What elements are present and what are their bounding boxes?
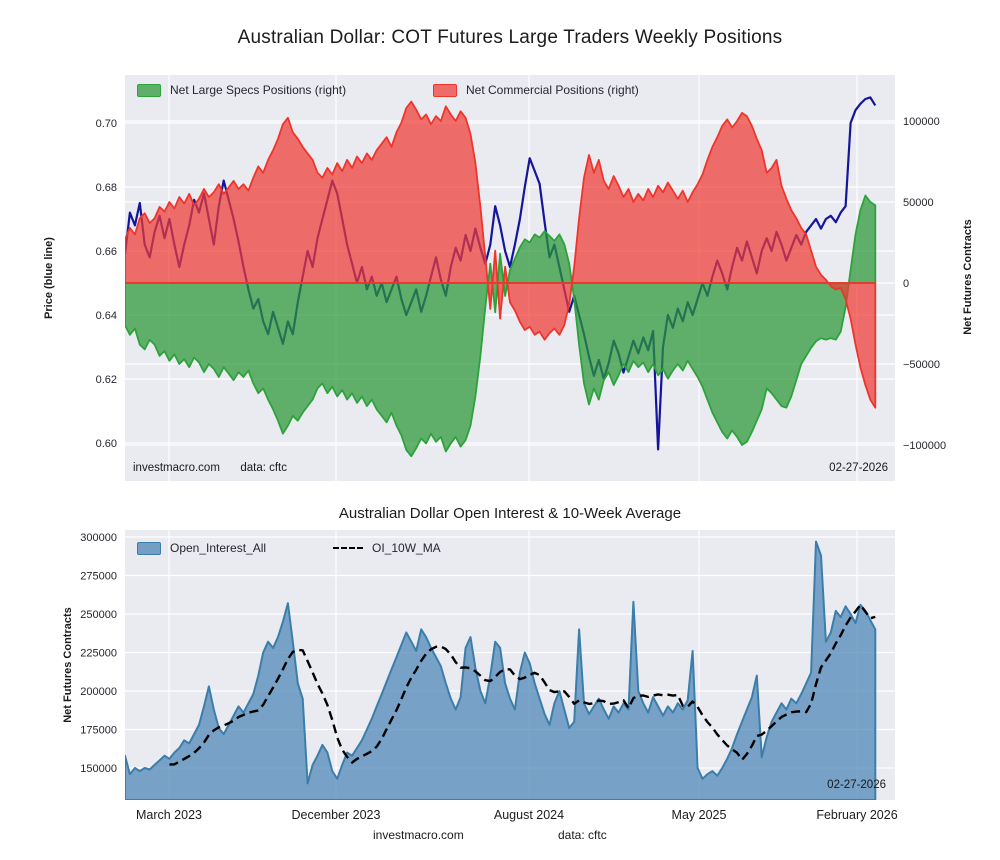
left-tick-label: 0.62 — [96, 374, 117, 386]
left-tick-label: 0.68 — [96, 182, 117, 194]
y-tick-label: 175000 — [80, 725, 117, 737]
x-tick-label: December 2023 — [292, 808, 381, 822]
bottom-chart-canvas: 300000 275000 250000 225000 200000 175000 1500… — [80, 530, 898, 822]
legend-item-commercials: Net Commercial Positions (right) — [433, 82, 639, 98]
y-tick-label: 250000 — [80, 609, 117, 621]
net-commercial-area — [125, 100, 877, 409]
x-tick-label: August 2024 — [494, 808, 564, 822]
x-tick-label: May 2025 — [672, 808, 727, 822]
legend-open-interest-label: Open_Interest_All — [170, 541, 267, 555]
x-tick-label: March 2023 — [136, 808, 202, 822]
commercials-swatch-icon — [433, 83, 457, 97]
watermark-text: investmacro.com — [133, 462, 220, 474]
bottom-date-label: 02-27-2026 — [827, 779, 886, 791]
specs-swatch-icon — [137, 83, 161, 97]
y-tick-label: 225000 — [80, 648, 117, 660]
y-tick-label: 275000 — [80, 571, 117, 583]
open-interest-swatch-icon — [137, 541, 161, 555]
left-tick-label: 0.70 — [96, 118, 117, 130]
oi-10w-ma-line — [169, 603, 876, 766]
right-axis-label-contracts: Net Futures Contracts — [962, 219, 974, 335]
source-text: data: cftc — [240, 462, 287, 474]
footer-watermark: investmacro.com — [373, 828, 464, 842]
legend-specs-label: Net Large Specs Positions (right) — [170, 83, 347, 97]
bottom-series-group — [125, 540, 877, 800]
top-series-group — [125, 96, 877, 458]
x-tick-label: February 2026 — [816, 808, 897, 822]
right-tick-label: −100000 — [903, 440, 946, 452]
legend-ma-label: OI_10W_MA — [372, 541, 441, 555]
right-tick-label: 50000 — [903, 197, 934, 209]
bottom-tick-labels: 300000 275000 250000 225000 200000 175000 1500… — [80, 532, 117, 775]
y-tick-label: 200000 — [80, 686, 117, 698]
right-tick-label: 100000 — [903, 116, 940, 128]
top-watermark-row: investmacro.com data: cftc — [133, 462, 287, 474]
top-date-label: 02-27-2026 — [829, 462, 888, 474]
y-tick-label: 150000 — [80, 763, 117, 775]
left-tick-label: 0.66 — [96, 246, 117, 258]
page-title: Australian Dollar: COT Futures Large Tra… — [237, 27, 783, 48]
legend-item-ma: OI_10W_MA — [333, 540, 441, 556]
left-tick-label: 0.60 — [96, 438, 117, 450]
footer-source: data: cftc — [558, 828, 607, 842]
legend-commercials-label: Net Commercial Positions (right) — [466, 83, 639, 97]
top-chart-canvas: 0.70 0.68 0.66 0.64 0.62 0.60 100000 50000 0 −500… — [96, 75, 947, 481]
right-tick-label: 0 — [903, 278, 909, 290]
left-axis-label-price: Price (blue line) — [43, 237, 55, 319]
legend-item-specs: Net Large Specs Positions (right) — [137, 82, 346, 98]
y-tick-label: 300000 — [80, 532, 117, 544]
right-tick-label: −50000 — [903, 359, 940, 371]
net-large-specs-area — [125, 194, 877, 458]
dashed-line-icon — [333, 547, 363, 549]
left-tick-label: 0.64 — [96, 310, 117, 322]
top-tick-labels: 0.70 0.68 0.66 0.64 0.62 0.60 100000 50000 0 −500… — [96, 116, 947, 452]
legend-item-open-interest: Open_Interest_All — [137, 540, 266, 556]
x-tick-labels: March 2023 December 2023 August 2024 May 20… — [136, 808, 898, 822]
bottom-chart-title: Australian Dollar Open Interest & 10-Wee… — [338, 505, 682, 522]
